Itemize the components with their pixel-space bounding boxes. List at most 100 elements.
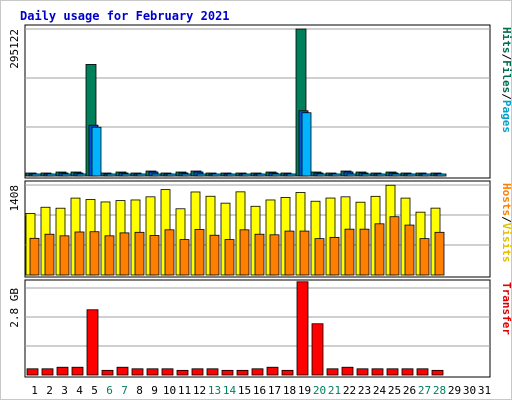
top-plot-frame: [24, 24, 491, 179]
bottom-transfer-bar: [416, 368, 429, 376]
middle-hosts-bar: [419, 238, 430, 276]
middle-hosts-bar: [104, 235, 115, 276]
top-right-label-part: /: [500, 93, 512, 100]
x-tick-label: 4: [76, 384, 83, 397]
bottom-transfer-bar: [281, 369, 294, 376]
top-pages-bar: [151, 173, 162, 177]
x-tick-label: 7: [121, 384, 128, 397]
middle-hosts-bar: [209, 234, 220, 276]
x-tick-label: 12: [193, 384, 206, 397]
top-pages-bar: [301, 112, 312, 177]
bottom-transfer-bar: [356, 368, 369, 376]
bottom-transfer-bar: [41, 368, 54, 376]
top-pages-bar: [241, 173, 252, 177]
x-tick-label: 22: [343, 384, 356, 397]
bottom-transfer-bar: [296, 281, 309, 376]
bottom-transfer-bar: [101, 369, 114, 376]
bottom-right-label-part: Transfer: [500, 282, 512, 335]
top-right-label: Hits/Files/Pages: [500, 27, 512, 133]
middle-hosts-bar: [134, 231, 145, 276]
top-pages-bar: [91, 126, 102, 177]
bottom-transfer-bar: [221, 369, 234, 376]
bottom-transfer-bar: [386, 368, 399, 376]
bottom-transfer-bar: [206, 368, 219, 376]
x-tick-label: 13: [208, 384, 221, 397]
middle-ymax-label: 1408: [8, 185, 21, 212]
x-tick-label: 29: [448, 384, 461, 397]
x-tick-label: 20: [313, 384, 326, 397]
x-tick-label: 6: [106, 384, 113, 397]
x-tick-label: 23: [358, 384, 371, 397]
bottom-transfer-bar: [236, 369, 249, 376]
x-tick-label: 28: [433, 384, 446, 397]
x-tick-label: 25: [388, 384, 401, 397]
top-panel: 295122 Hits/Files/Pages: [8, 24, 512, 179]
top-ymax-label: 295122: [8, 29, 21, 69]
x-tick-label: 15: [238, 384, 251, 397]
top-right-label-part: /: [500, 54, 512, 61]
top-pages-bar: [61, 173, 72, 177]
bottom-transfer-bar: [146, 368, 159, 376]
top-pages-bar: [406, 173, 417, 177]
middle-hosts-bar: [314, 238, 325, 276]
top-pages-bar: [121, 173, 132, 177]
middle-hosts-bar: [89, 231, 100, 276]
middle-hosts-bar: [164, 229, 175, 276]
top-pages-bar: [361, 173, 372, 177]
top-pages-bar: [421, 173, 432, 177]
middle-hosts-bar: [59, 235, 70, 276]
middle-hosts-bar: [359, 228, 370, 276]
x-axis: 1 2 3 4 5 6 7 8 9 10 11 12 13 14 15 16 17 18 19 20 21 22 23 24 2…: [31, 384, 491, 397]
bottom-transfer-bar: [311, 323, 324, 376]
top-pages-bar: [376, 173, 387, 177]
x-tick-label: 11: [178, 384, 191, 397]
middle-hosts-bar: [254, 233, 265, 276]
x-tick-label: 14: [223, 384, 237, 397]
top-pages-bar: [316, 173, 327, 177]
bottom-transfer-bar: [26, 368, 39, 376]
chart-title: Daily usage for February 2021: [20, 9, 230, 23]
middle-hosts-bar: [224, 239, 235, 276]
top-pages-bar: [106, 173, 117, 177]
x-tick-label: 31: [478, 384, 491, 397]
x-tick-label: 2: [46, 384, 53, 397]
top-pages-bar: [271, 173, 282, 177]
bottom-transfer-bar: [56, 366, 69, 376]
top-pages-bar: [391, 173, 402, 177]
middle-hosts-bar: [239, 229, 250, 276]
top-pages-bar: [331, 173, 342, 177]
bottom-transfer-bar: [251, 368, 264, 376]
bottom-transfer-bar: [326, 368, 339, 376]
bottom-ymax-label: 2.8 GB: [8, 288, 21, 328]
bottom-transfer-bar: [341, 366, 354, 376]
x-tick-label: 19: [298, 384, 311, 397]
middle-hosts-bar: [29, 237, 40, 276]
bottom-plot-frame: [24, 279, 491, 378]
middle-hosts-bar: [299, 230, 310, 276]
x-tick-label: 16: [253, 384, 266, 397]
top-right-label-part: Hits: [500, 27, 512, 54]
bottom-transfer-bar: [371, 368, 384, 376]
top-pages-bar: [166, 173, 177, 177]
x-tick-label: 24: [373, 384, 387, 397]
top-pages-bar: [346, 173, 357, 177]
middle-hosts-bar: [284, 230, 295, 276]
middle-hosts-bar: [269, 234, 280, 276]
top-pages-bar: [226, 173, 237, 177]
top-pages-bar: [286, 173, 297, 177]
top-pages-bar: [256, 173, 267, 177]
x-tick-label: 18: [283, 384, 296, 397]
x-tick-label: 10: [163, 384, 176, 397]
bottom-transfer-bar: [71, 366, 84, 376]
bottom-transfer-bar: [191, 368, 204, 376]
bottom-transfer-bar: [116, 366, 129, 376]
bottom-transfer-bar: [131, 368, 144, 376]
x-tick-label: 21: [328, 384, 341, 397]
bottom-transfer-bar: [401, 368, 414, 376]
x-tick-label: 17: [268, 384, 281, 397]
middle-hosts-bar: [374, 223, 385, 276]
middle-right-label-part: Hosts: [500, 183, 512, 216]
bottom-transfer-bar: [431, 369, 444, 376]
